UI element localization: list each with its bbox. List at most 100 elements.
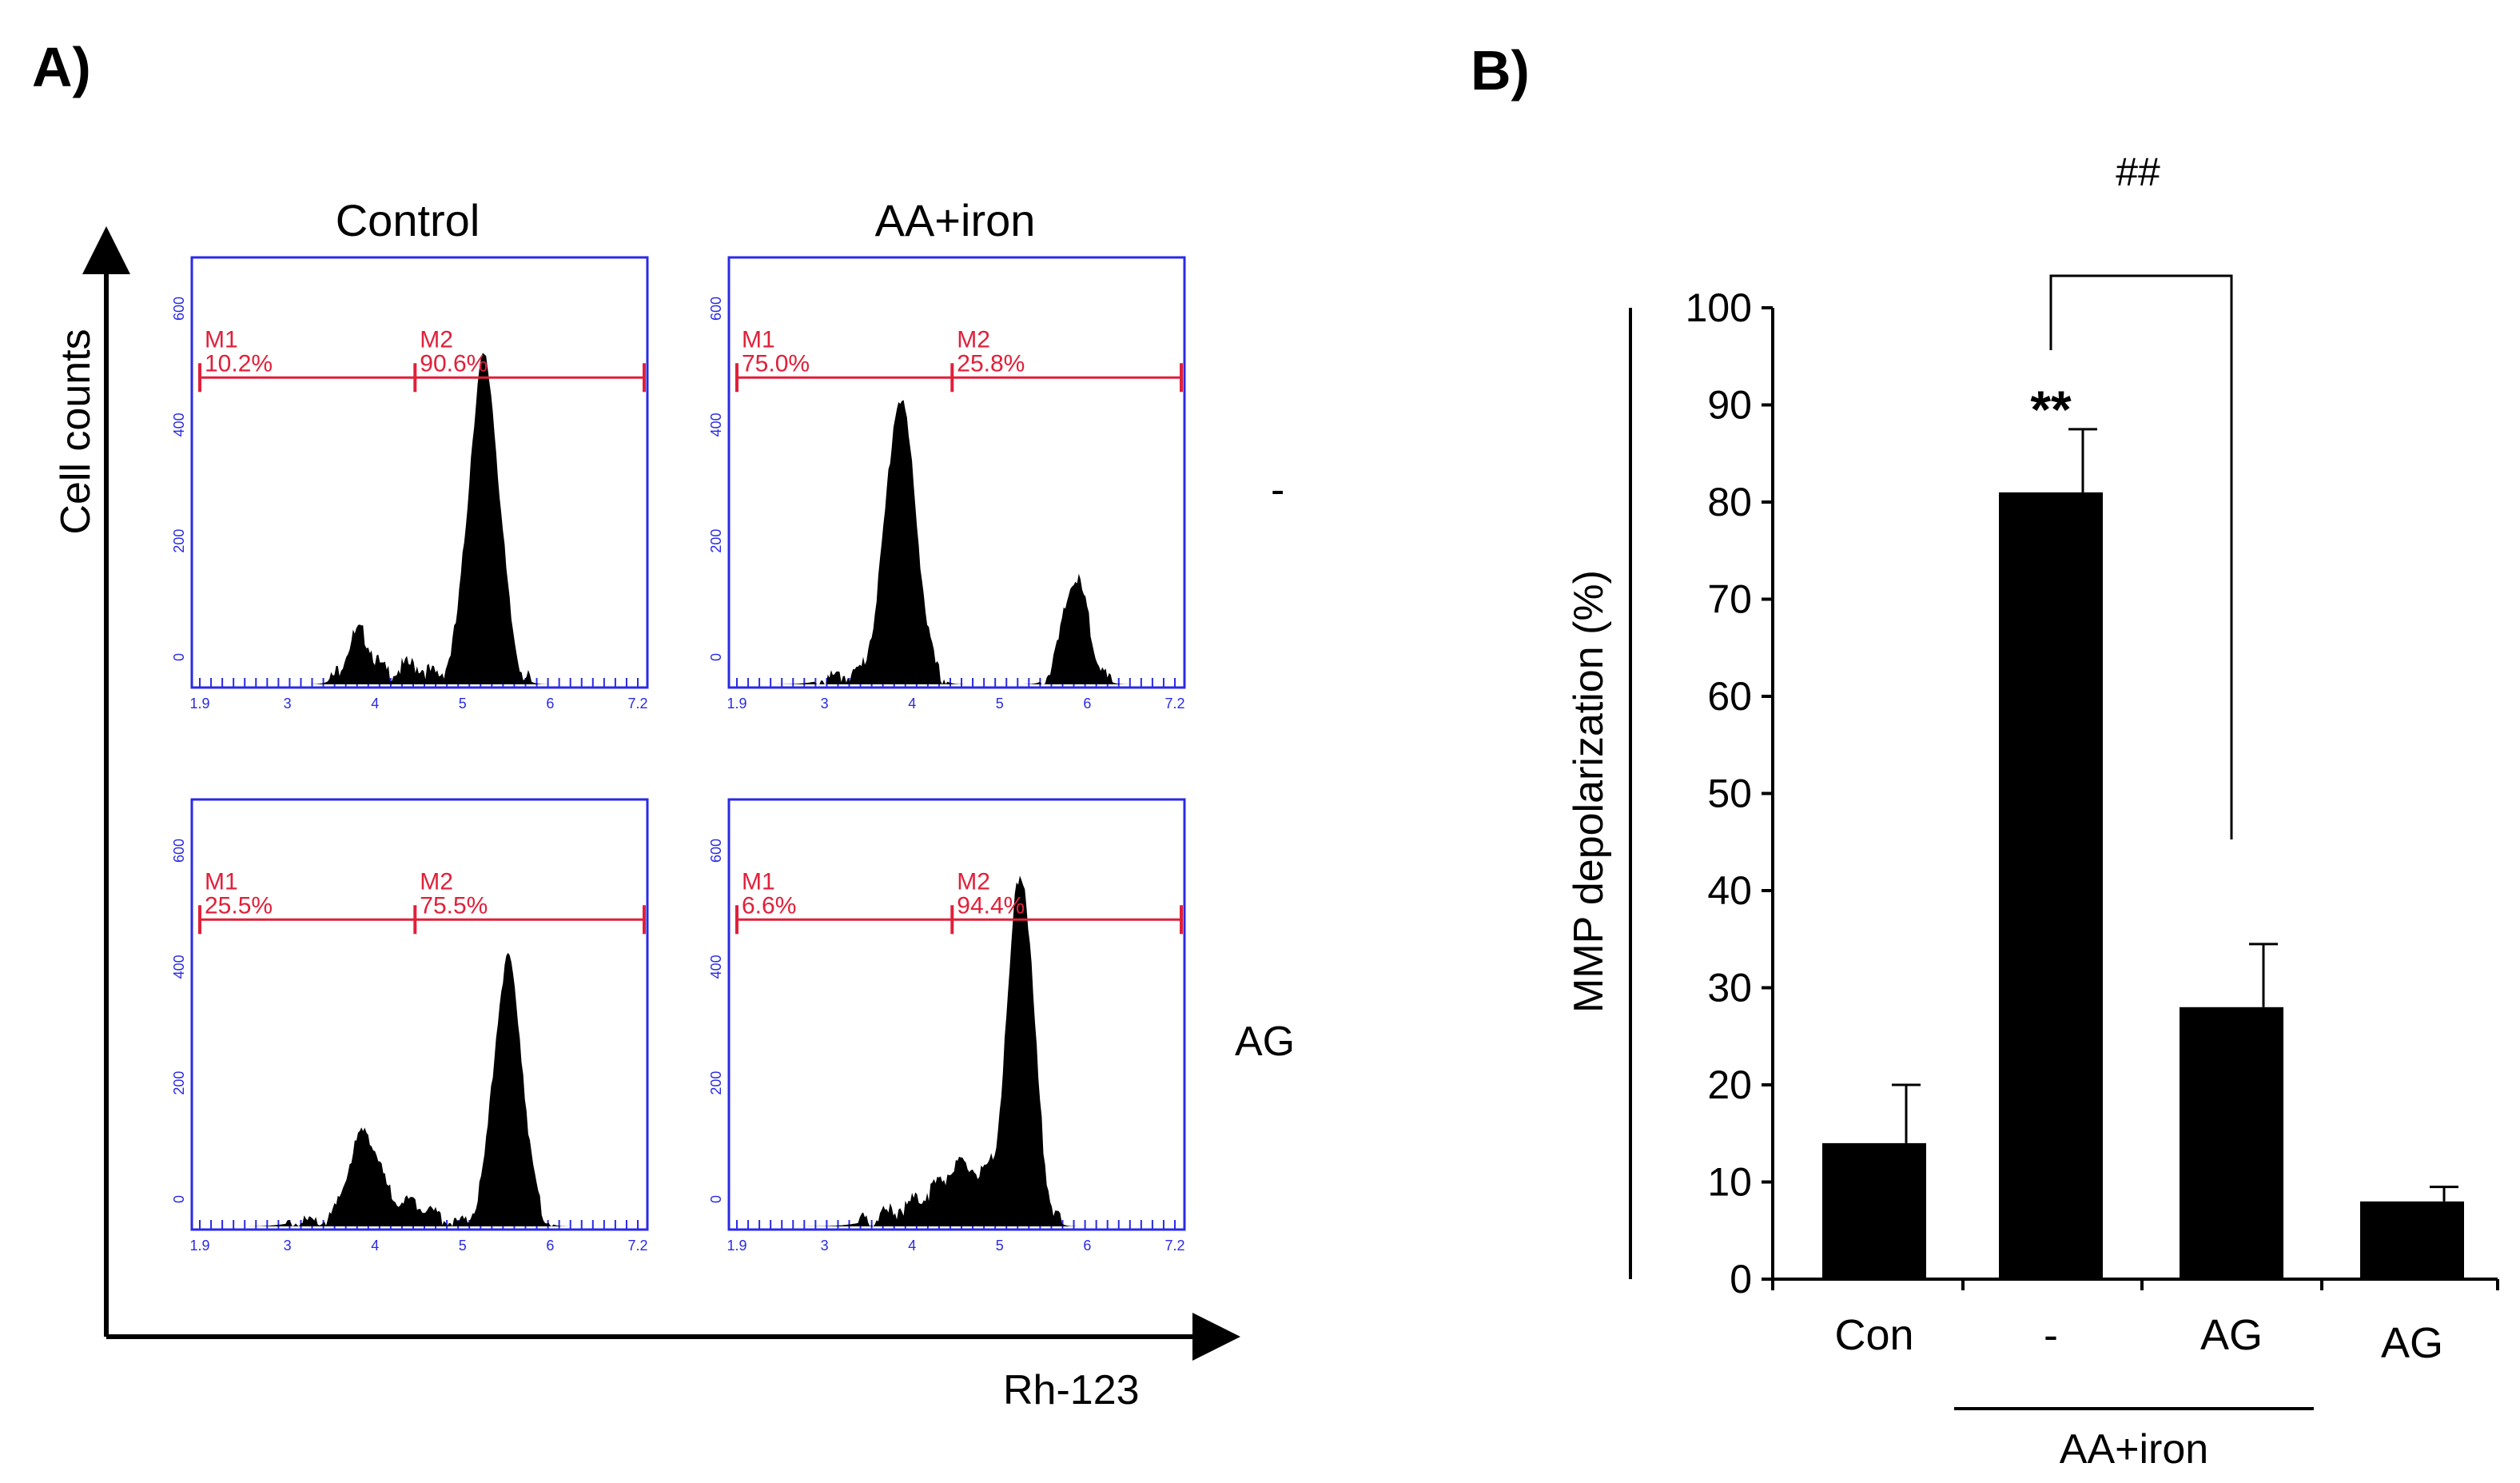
- bar-y-tick-label: 50: [1707, 771, 1752, 816]
- bar-y-tick-label: 10: [1707, 1160, 1752, 1205]
- bar-category-label: -: [2044, 1311, 2058, 1359]
- panel-a-axes: [82, 226, 1240, 1361]
- histogram-distribution: [738, 400, 1176, 684]
- histogram-frame: [190, 256, 649, 689]
- histogram-distribution: [201, 952, 639, 1226]
- histogram-x-tick: 3: [284, 1238, 292, 1254]
- row-label-untreated: -: [1271, 467, 1284, 513]
- mmp-bar-chart: 0 10 20 30 40 50 60 70 80 90 100 Con - AG AG: [1629, 274, 2499, 1367]
- m2-label: M2: [420, 326, 453, 353]
- histogram-x-tick: 6: [1083, 696, 1091, 712]
- histogram-x-tick: 1.9: [727, 696, 746, 712]
- histogram-x-tick: 1.9: [189, 1238, 209, 1254]
- panel-a-label: A): [32, 36, 91, 98]
- bar-3: [2180, 1007, 2283, 1279]
- histogram-y-tick: 600: [171, 839, 187, 863]
- column-label-aa-iron: AA+iron: [875, 195, 1036, 245]
- bar-category-label: AG: [2381, 1319, 2443, 1367]
- histogram-y-tick: 400: [171, 955, 187, 979]
- bar-y-tick-label: 90: [1707, 383, 1752, 428]
- histogram-x-tick: 3: [821, 1238, 829, 1254]
- bar-y-tick-label: 70: [1707, 577, 1752, 622]
- m2-value: 94.4%: [957, 892, 1025, 919]
- histogram-y-tick: 0: [708, 653, 724, 661]
- histogram-x-tick: 7.2: [627, 696, 647, 712]
- m1-label: M1: [205, 868, 238, 895]
- m2-value: 75.5%: [420, 892, 488, 919]
- histogram-distribution: [201, 353, 639, 684]
- bar-category-label: AG: [2200, 1311, 2263, 1359]
- histogram-y-tick: 200: [708, 529, 724, 553]
- m1-label: M1: [205, 326, 238, 353]
- bar-y-tick-label: 30: [1707, 966, 1752, 1011]
- histogram-x-tick: 5: [996, 1238, 1004, 1254]
- histogram-y-tick: 400: [708, 955, 724, 979]
- bar-y-tick-label: 80: [1707, 480, 1752, 524]
- histogram-y-tick: 0: [708, 1195, 724, 1203]
- histogram-distribution: [738, 875, 1176, 1226]
- histogram-y-tick: 600: [708, 297, 724, 321]
- m1-value: 25.5%: [205, 892, 273, 919]
- histogram-y-tick: 400: [708, 413, 724, 437]
- histogram-x-tick: 5: [459, 1238, 467, 1254]
- significance-stars: **: [2030, 380, 2072, 439]
- histogram-y-tick: 200: [171, 529, 187, 553]
- panel-a-x-axis-label: Rh-123: [1003, 1367, 1140, 1413]
- panel-a-y-axis-label: Cell counts: [53, 329, 99, 534]
- histogram-x-tick: 4: [908, 1238, 916, 1254]
- column-label-control: Control: [336, 195, 480, 245]
- histogram-y-tick: 600: [171, 297, 187, 321]
- histogram-y-tick: 600: [708, 839, 724, 863]
- bar-y-tick-label: 40: [1707, 868, 1752, 913]
- m1-value: 75.0%: [742, 350, 810, 377]
- bar-2: [1999, 492, 2103, 1279]
- histogram-y-tick: 200: [171, 1071, 187, 1095]
- histogram-x-tick: 5: [459, 696, 467, 712]
- m2-label: M2: [957, 326, 990, 353]
- significance-hash: ##: [2116, 149, 2160, 194]
- bar-y-tick-label: 0: [1730, 1257, 1752, 1302]
- histogram-frame: [190, 798, 649, 1231]
- m1-value: 10.2%: [205, 350, 273, 377]
- m1-label: M1: [742, 326, 775, 353]
- bar-y-tick-label: 60: [1707, 674, 1752, 719]
- histogram-x-tick: 4: [371, 1238, 379, 1254]
- m2-label: M2: [420, 868, 453, 895]
- m2-value: 25.8%: [957, 350, 1025, 377]
- histogram-x-tick: 7.2: [1164, 1238, 1184, 1254]
- panel-b-label: B): [1471, 39, 1530, 102]
- histogram-y-tick: 200: [708, 1071, 724, 1095]
- row-label-ag: AG: [1235, 1019, 1295, 1065]
- histogram-x-tick: 1.9: [727, 1238, 746, 1254]
- histogram-y-tick: 0: [171, 653, 187, 661]
- m1-label: M1: [742, 868, 775, 895]
- histogram-x-tick: 7.2: [627, 1238, 647, 1254]
- m2-label: M2: [957, 868, 990, 895]
- histogram-x-tick: 3: [821, 696, 829, 712]
- bar-4: [2360, 1201, 2464, 1279]
- histogram-x-tick: 4: [908, 696, 916, 712]
- histogram-x-tick: 5: [996, 696, 1004, 712]
- histogram-y-tick: 400: [171, 413, 187, 437]
- histogram-x-tick: 6: [546, 1238, 554, 1254]
- histogram-frame: [727, 798, 1186, 1231]
- m2-value: 90.6%: [420, 350, 488, 377]
- significance-bracket: [2049, 274, 2233, 839]
- bar-y-tick-label: 100: [1686, 285, 1752, 330]
- histogram-x-tick: 6: [546, 696, 554, 712]
- histogram-x-tick: 1.9: [189, 696, 209, 712]
- histogram-x-tick: 3: [284, 696, 292, 712]
- group-label-aa-iron: AA+iron: [2060, 1426, 2208, 1473]
- histogram-frame: [727, 256, 1186, 689]
- histogram-x-tick: 4: [371, 696, 379, 712]
- histogram-x-tick: 6: [1083, 1238, 1091, 1254]
- bar-y-tick-label: 20: [1707, 1062, 1752, 1107]
- bar-1: [1822, 1142, 1926, 1279]
- histogram-y-tick: 0: [171, 1195, 187, 1203]
- m1-value: 6.6%: [742, 892, 796, 919]
